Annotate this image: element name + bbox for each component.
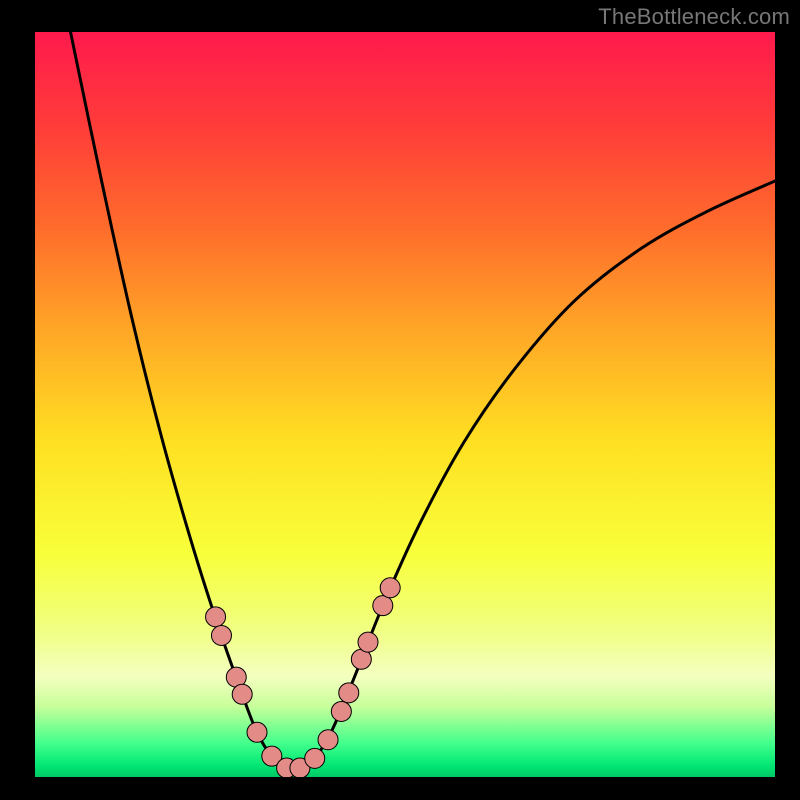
marker-dot: [247, 722, 267, 742]
marker-dot: [232, 684, 252, 704]
plot-svg: [35, 32, 775, 777]
marker-dot: [206, 607, 226, 627]
marker-dot: [331, 701, 351, 721]
plot-area: [35, 32, 775, 777]
marker-dot: [305, 748, 325, 768]
stage: TheBottleneck.com: [0, 0, 800, 800]
marker-dot: [380, 578, 400, 598]
watermark-text: TheBottleneck.com: [598, 4, 790, 30]
marker-dot: [358, 632, 378, 652]
marker-dot: [211, 625, 231, 645]
gradient-background: [35, 32, 775, 777]
marker-dot: [339, 683, 359, 703]
marker-dot: [318, 730, 338, 750]
marker-dot: [373, 596, 393, 616]
